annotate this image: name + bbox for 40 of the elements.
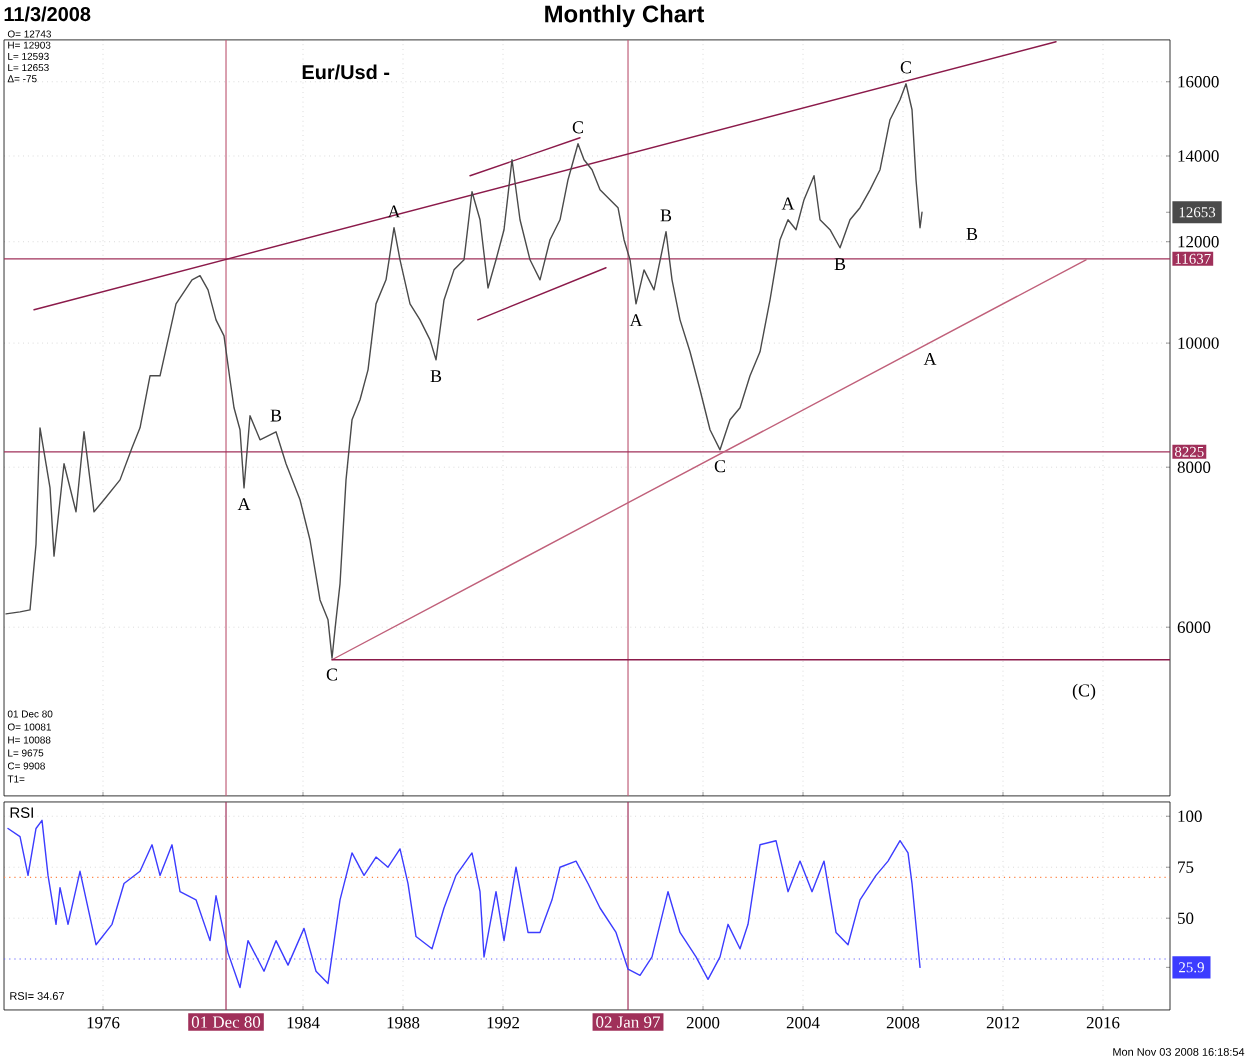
chart-subtitle: 11/3/2008 xyxy=(4,6,91,22)
annotation: Eur/Usd - xyxy=(302,64,390,80)
annotation: B xyxy=(834,258,846,270)
y-tick-label: 12000 xyxy=(1178,236,1219,248)
y-tick-label: 100 xyxy=(1178,810,1202,822)
x-tick-label: 2012 xyxy=(986,1017,1020,1029)
y-tick-label: 14000 xyxy=(1178,150,1219,162)
annotation: B xyxy=(270,409,282,422)
line-series xyxy=(5,83,923,659)
annotation: B xyxy=(660,209,672,222)
y-tick-label: 50 xyxy=(1178,912,1194,924)
x-tick-label: 1992 xyxy=(487,1017,520,1029)
annotation: B xyxy=(966,228,978,240)
y-tick-label: 8000 xyxy=(1177,461,1211,473)
annotation: C xyxy=(326,668,337,681)
annotation: (C) xyxy=(1072,683,1096,701)
x-tick-label: 2004 xyxy=(786,1017,820,1029)
annotation: C xyxy=(714,460,725,473)
annotation: A xyxy=(387,205,401,218)
x-tick-label: 2016 xyxy=(1086,1017,1120,1029)
x-tick-label: 2000 xyxy=(686,1017,720,1029)
annotation: A xyxy=(237,498,251,511)
annotation: C xyxy=(572,121,583,134)
chart-title: Monthly Chart xyxy=(545,4,705,28)
x-tick-label: 1984 xyxy=(287,1017,320,1029)
ref-line-label: 01 Dec 80 xyxy=(191,1016,261,1028)
annotation: B xyxy=(430,370,442,382)
y-tick-label: 10000 xyxy=(1178,337,1219,349)
annotation: A xyxy=(629,314,643,327)
ref-line-label: 02 Jan 97 xyxy=(596,1016,660,1028)
annotation: C xyxy=(900,61,911,74)
annotation: A xyxy=(781,197,795,210)
x-tick-label: 1976 xyxy=(87,1017,120,1029)
annotation: A xyxy=(923,352,937,365)
y-tick-label: 75 xyxy=(1178,861,1194,873)
x-tick-label: 1988 xyxy=(387,1017,420,1029)
y-tick-label: 6000 xyxy=(1177,621,1211,633)
line-series xyxy=(7,819,921,989)
x-tick-label: 2008 xyxy=(886,1017,920,1029)
y-tick-label: 16000 xyxy=(1178,76,1219,88)
